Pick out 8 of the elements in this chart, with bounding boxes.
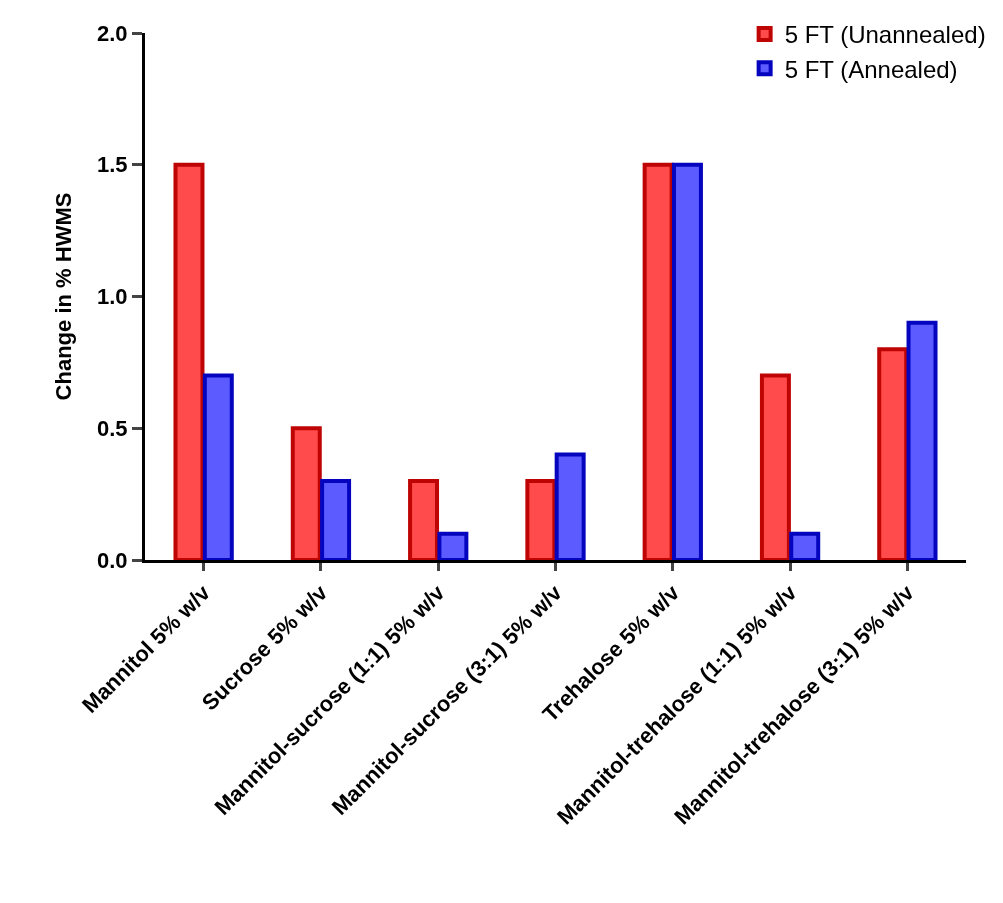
y-tick-label: 1.5 bbox=[97, 152, 128, 178]
y-tick-label: 0.0 bbox=[97, 547, 128, 573]
legend-label: 5 FT (Annealed) bbox=[784, 55, 958, 83]
y-tick-label: 1.0 bbox=[97, 284, 128, 310]
y-axis-title: Change in % HWMS bbox=[50, 192, 76, 401]
legend-label: 5 FT (Unannealed) bbox=[784, 21, 986, 49]
y-tick-label: 0.5 bbox=[97, 415, 128, 441]
y-tick-label: 2.0 bbox=[97, 20, 128, 46]
